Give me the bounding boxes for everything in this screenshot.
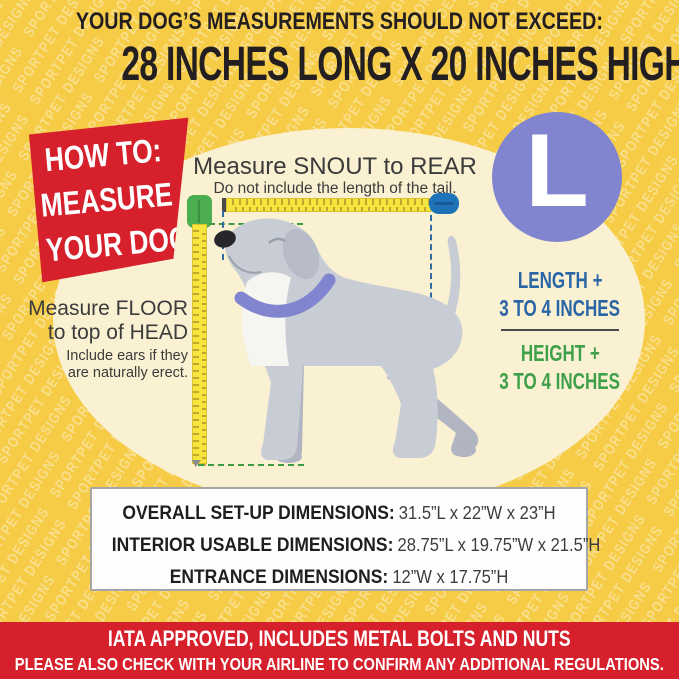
- dimensions-label: OVERALL SET-UP DIMENSIONS:: [122, 503, 395, 524]
- blue-tape-case: [429, 193, 459, 214]
- size-letter: L: [525, 113, 589, 229]
- dimensions-row-interior: INTERIOR USABLE DIMENSIONS: 28.75”L x 19…: [111, 530, 601, 562]
- height-rule-label: HEIGHT +: [520, 340, 600, 366]
- tape-measure-clip: [222, 198, 227, 212]
- vertical-tape-measure: [192, 224, 207, 466]
- floor-guide-line: [198, 464, 304, 466]
- footer-line2: PLEASE ALSO CHECK WITH YOUR AIRLINE TO C…: [14, 654, 665, 674]
- horizontal-tape-measure: [226, 198, 433, 212]
- dog-chest-patch: [242, 272, 291, 366]
- height-rule-value: 3 TO 4 INCHES: [499, 368, 621, 394]
- how-to-badge-text: HOW TO: MEASURE YOUR DOG: [29, 125, 189, 274]
- floor-note-line1: Include ears if they: [66, 348, 188, 364]
- footer-banner: IATA APPROVED, INCLUDES METAL BOLTS AND …: [0, 622, 679, 679]
- footer-line1: IATA APPROVED, INCLUDES METAL BOLTS AND …: [108, 626, 571, 651]
- floor-title-line1: Measure FLOOR: [28, 297, 188, 320]
- dimensions-box: OVERALL SET-UP DIMENSIONS: 31.5”L x 22”W…: [90, 487, 601, 594]
- dimensions-label: INTERIOR USABLE DIMENSIONS:: [111, 535, 394, 556]
- how-to-badge: HOW TO: MEASURE YOUR DOG: [28, 117, 189, 283]
- sizing-divider: [501, 329, 619, 331]
- rear-guide-line: [430, 215, 432, 347]
- dog-illustration: [214, 218, 479, 463]
- snout-instruction-subtitle: Do not include the length of the tail.: [213, 180, 457, 197]
- green-tape-case: [187, 195, 212, 228]
- dog-mouth: [228, 255, 262, 274]
- header-warning: YOUR DOG’S MEASUREMENTS SHOULD NOT EXCEE…: [0, 8, 679, 36]
- dimensions-row-entrance: ENTRANCE DIMENSIONS: 12”W x 17.75”H: [112, 562, 566, 594]
- dimensions-label: ENTRANCE DIMENSIONS:: [169, 567, 389, 588]
- header-warning-text: YOUR DOG’S MEASUREMENTS SHOULD NOT EXCEE…: [75, 8, 604, 35]
- dog-ear: [282, 228, 320, 280]
- header-size-limit-text: 28 INCHES LONG X 20 INCHES HIGH: [121, 38, 679, 91]
- floor-note-line2: are naturally erect.: [67, 365, 188, 381]
- tape-end-tab: [192, 460, 201, 467]
- dimensions-value: 12”W x 17.75”H: [392, 567, 509, 587]
- dimensions-value: 31.5”L x 22”W x 23”H: [398, 503, 556, 523]
- floor-instruction: Measure FLOOR to top of HEAD Include ear…: [26, 297, 188, 382]
- size-l-badge: L: [492, 112, 622, 242]
- dog-collar: [234, 273, 336, 318]
- dog-tail: [431, 235, 461, 350]
- dimensions-row-overall: OVERALL SET-UP DIMENSIONS: 31.5”L x 22”W…: [112, 498, 566, 530]
- dog-far-hind-paw: [452, 443, 476, 457]
- length-rule-value: 3 TO 4 INCHES: [499, 295, 621, 321]
- dog-eye: [268, 237, 286, 244]
- header-size-limit: 28 INCHES LONG X 20 INCHES HIGH: [0, 37, 679, 92]
- length-rule-label: LENGTH +: [517, 267, 603, 293]
- sizing-rules: LENGTH + 3 TO 4 INCHES HEIGHT + 3 TO 4 I…: [478, 266, 642, 395]
- dog-nose: [214, 230, 236, 248]
- dimensions-value: 28.75”L x 19.75”W x 21.5”H: [397, 535, 601, 555]
- floor-title-line2: to top of HEAD: [47, 321, 188, 344]
- header: YOUR DOG’S MEASUREMENTS SHOULD NOT EXCEE…: [0, 8, 679, 92]
- snout-instruction-title: Measure SNOUT to REAR: [193, 153, 477, 180]
